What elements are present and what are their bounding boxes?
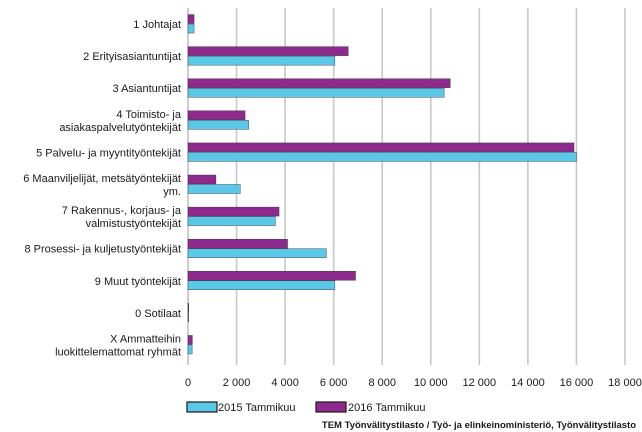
category-label: 1 Johtajat — [133, 19, 181, 31]
category-labels: 1 Johtajat 2 Erityisasiantuntijat 3 Asiant… — [23, 19, 182, 358]
bar-2016-10 — [187, 303, 190, 313]
x-tick-label: 6 000 — [320, 377, 348, 389]
source-note: TEM Työnvälitystilasto / Työ- ja elinkei… — [322, 420, 636, 431]
gridlines — [187, 8, 626, 365]
bar-2016-8 — [187, 238, 288, 249]
bar-2016-2 — [187, 46, 349, 56]
category-label: 8 Prosessi- ja kuljetustyöntekijät — [24, 244, 181, 256]
x-tick-label: 14 000 — [511, 377, 545, 389]
legend-swatch — [186, 401, 218, 413]
category-label: 5 Palvelu- ja myyntityöntekijät — [36, 147, 181, 159]
bar-2015-11 — [187, 344, 193, 355]
category-label: 2 Erityisasiantuntijat — [83, 51, 181, 63]
legend-label: 2015 Tammikuu — [218, 402, 295, 414]
category-label: 9 Muut työntekijät — [95, 276, 181, 288]
x-tick-label: 2 000 — [223, 377, 251, 389]
category-label: 0 Sotilaat — [135, 308, 181, 320]
bar-2015-6 — [187, 184, 241, 194]
bar-2016-3 — [187, 78, 451, 88]
x-tick-label: 10 000 — [414, 377, 448, 389]
x-tick-label: 8 000 — [368, 377, 396, 389]
bar-2015-1 — [187, 23, 195, 34]
legend-swatch — [315, 401, 347, 413]
x-tick-label: 16 000 — [560, 377, 594, 389]
bars — [187, 14, 577, 355]
bar-2015-3 — [187, 88, 445, 98]
category-label: 6 Maanviljelijät, metsätyöntekijät ym. — [23, 173, 181, 198]
bar-2016-1 — [187, 14, 195, 24]
bar-2016-4 — [187, 110, 246, 121]
x-tick-label: 18 000 — [608, 377, 642, 389]
category-label: 3 Asiantuntijat — [113, 83, 182, 95]
x-tick-label: 0 — [185, 377, 191, 389]
category-label: 7 Rakennus-, korjaus- ja valmistustyöntek… — [62, 205, 182, 230]
bar-2015-4 — [187, 120, 249, 130]
bar-2016-5 — [187, 142, 575, 153]
bar-2015-10 — [187, 312, 190, 323]
bar-2015-2 — [187, 55, 336, 66]
bar-2015-8 — [187, 248, 327, 258]
legend-label: 2016 Tammikuu — [348, 402, 425, 414]
x-tick-labels: 0 2 000 4 000 6 000 8 000 10 000 12 000 14 000 1… — [185, 377, 642, 389]
x-tick-label: 12 000 — [463, 377, 497, 389]
legend: 2015 Tammikuu 2016 Tammikuu — [186, 401, 425, 414]
x-tick-label: 4 000 — [271, 377, 299, 389]
bar-2016-6 — [187, 174, 217, 185]
category-label: X Ammatteihin luokittelemattomat ryhmät — [55, 333, 181, 358]
bar-2016-7 — [187, 206, 280, 217]
category-label: 4 Toimisto- ja asiakaspalvelutyöntekijät — [59, 109, 182, 134]
bar-2015-9 — [187, 280, 336, 290]
bar-2015-5 — [187, 152, 577, 162]
bar-2016-9 — [187, 271, 356, 281]
bar-2016-11 — [187, 335, 193, 345]
bar-2015-7 — [187, 216, 276, 226]
